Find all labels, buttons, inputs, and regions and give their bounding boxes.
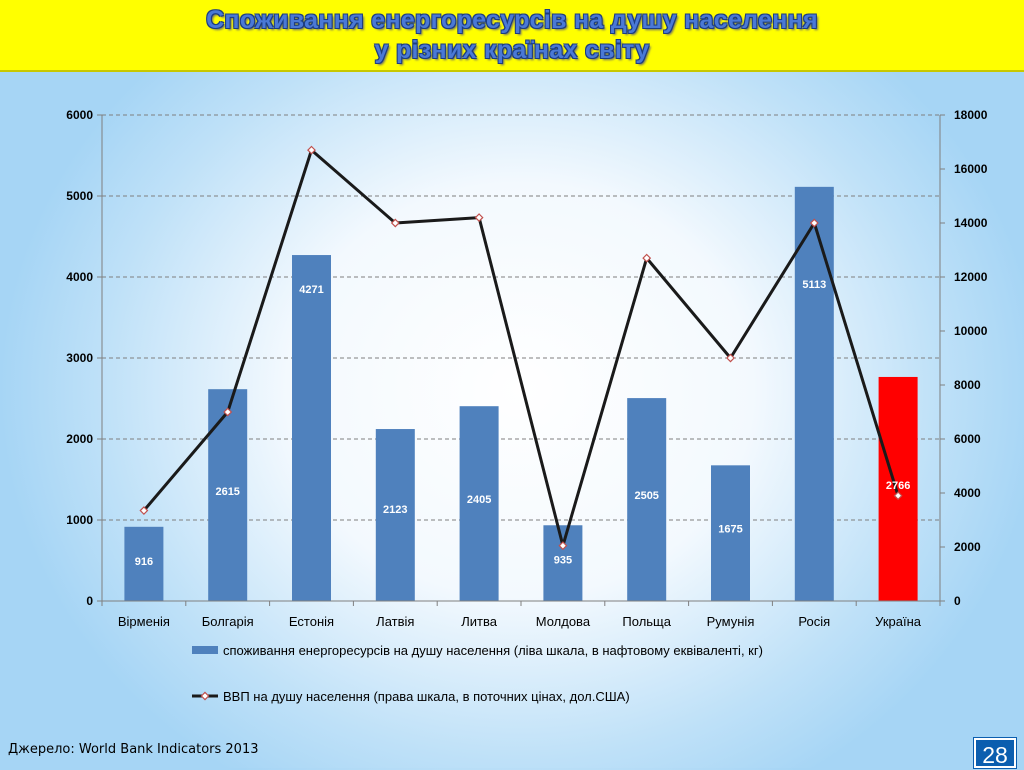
bar (124, 526, 164, 601)
title-banner: Споживання енергоресурсів на душу населе… (0, 0, 1024, 72)
source-note: Джерело: World Bank Indicators 2013 (8, 742, 259, 757)
left-axis-tick-label: 3000 (66, 351, 93, 365)
x-axis-category-label: Латвія (376, 614, 414, 629)
gdp-point-marker (390, 218, 400, 228)
bar (375, 429, 415, 601)
gdp-point-marker (307, 145, 316, 155)
page-number-badge: 28 (973, 737, 1017, 769)
bar (711, 465, 750, 601)
bar-data-label: 935 (554, 554, 572, 566)
bar (627, 398, 667, 601)
x-axis-category-label: Вірменія (118, 614, 170, 629)
gdp-point-marker (139, 506, 149, 515)
gdp-point-marker (474, 213, 484, 223)
right-axis-tick-label: 18000 (954, 108, 988, 122)
right-axis-tick-label: 4000 (954, 486, 981, 500)
bar (459, 406, 499, 601)
x-axis-category-label: Румунія (707, 614, 755, 629)
bar-data-label: 5113 (802, 279, 826, 291)
x-axis-category-label: Україна (875, 614, 922, 629)
bar-data-label: 2505 (634, 490, 658, 502)
gdp-point-marker (893, 491, 903, 501)
gdp-point-marker (223, 407, 233, 417)
line-series (139, 145, 903, 551)
left-axis-tick-label: 1000 (66, 513, 93, 527)
left-axis-tick-label: 0 (86, 594, 93, 608)
x-axis-category-label: Росія (798, 614, 830, 629)
gdp-point-marker (726, 353, 735, 363)
bar (208, 389, 248, 601)
slide-title-line-1: Споживання енергоресурсів на душу населе… (206, 6, 818, 34)
gdp-point-marker (809, 218, 819, 228)
bar (292, 255, 331, 601)
bar (878, 376, 918, 601)
right-axis-tick-label: 14000 (954, 216, 988, 230)
bar-data-label: 4271 (299, 284, 323, 296)
x-axis-category-label: Естонія (289, 614, 334, 629)
bar-data-label: 1675 (718, 523, 742, 535)
left-axis-tick-label: 5000 (66, 189, 93, 203)
left-axis-tick-label: 6000 (66, 108, 93, 122)
gdp-point-marker (558, 541, 568, 551)
legend-bar-swatch (192, 646, 218, 654)
right-axis-tick-label: 12000 (954, 270, 988, 284)
bar-data-label: 2405 (467, 494, 491, 506)
left-axis-tick-label: 4000 (66, 270, 93, 284)
x-axis-category-label: Молдова (536, 614, 591, 629)
left-axis-tick-label: 2000 (66, 432, 93, 446)
legend-bar-label: споживання енергоресурсів на душу населе… (223, 643, 763, 658)
x-axis-category-label: Литва (461, 614, 498, 629)
data-labels: 916 2615 4271 2123 2405 935 2505 1675 5113 2766 (135, 279, 911, 568)
bar-data-label: 2766 (886, 480, 910, 492)
legend-line-label: ВВП на душу населення (права шкала, в по… (223, 689, 630, 704)
right-axis-tick-label: 6000 (954, 432, 981, 446)
legend: споживання енергоресурсів на душу населе… (192, 643, 763, 704)
bar-data-label: 2123 (383, 504, 407, 516)
gdp-line (142, 148, 900, 548)
x-axis-category-label: Польща (622, 614, 671, 629)
energy-gdp-chart: 916 2615 4271 2123 2405 935 2505 1675 5113 2766 0… (66, 108, 987, 704)
right-axis-tick-label: 2000 (954, 540, 981, 554)
bar (543, 525, 583, 601)
gdp-point-marker (642, 253, 652, 263)
right-axis-tick-label: 10000 (954, 324, 988, 338)
bar-series (124, 186, 918, 602)
slide-title-line-2: у різних країнах світу (374, 36, 650, 64)
x-axis-category-label: Болгарія (202, 614, 254, 629)
right-axis-tick-label: 0 (954, 594, 961, 608)
right-axis-tick-label: 8000 (954, 378, 981, 392)
bar (794, 186, 834, 602)
legend-line-marker (200, 691, 210, 701)
right-axis-tick-label: 16000 (954, 162, 988, 176)
bar-data-label: 916 (135, 556, 153, 568)
axes: 0 1000 2000 3000 4000 5000 6000 0 2000 4000 6000 80… (66, 108, 987, 629)
bar-data-label: 2615 (215, 486, 239, 498)
